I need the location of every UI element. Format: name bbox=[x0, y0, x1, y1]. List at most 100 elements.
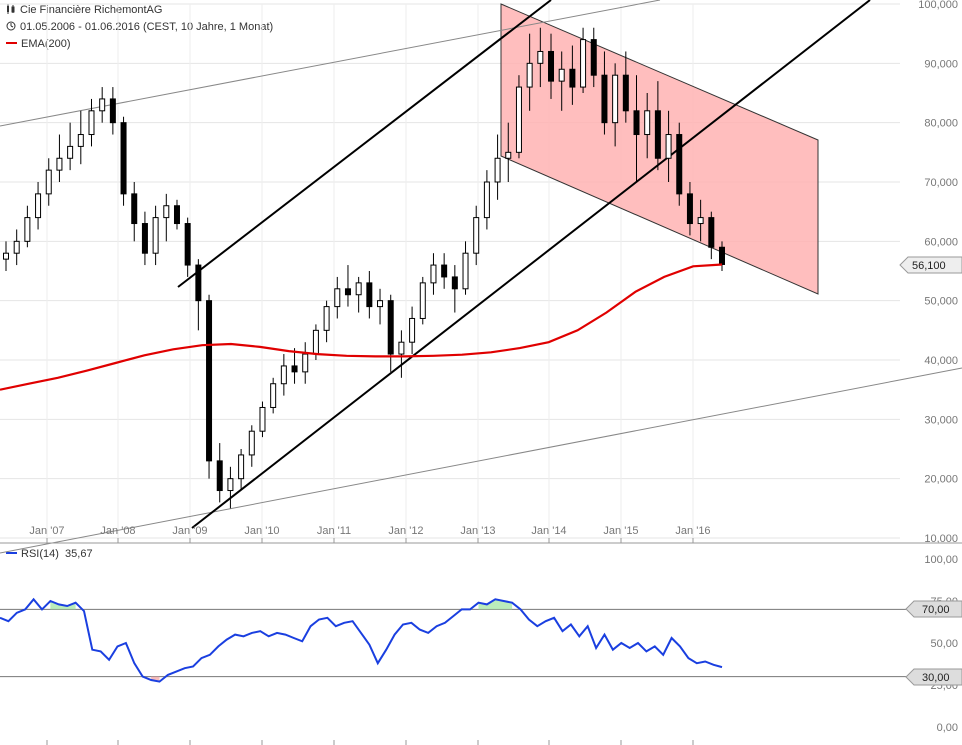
candle-body bbox=[120, 122, 127, 195]
candle-body bbox=[622, 74, 629, 112]
price-tick-label: 30,000 bbox=[924, 414, 958, 426]
candle-body bbox=[259, 406, 266, 432]
uptrend-upper-line bbox=[177, 0, 552, 288]
candle-body bbox=[633, 110, 640, 136]
candle-body bbox=[569, 68, 576, 88]
time-tick-label: Jan '14 bbox=[531, 525, 566, 537]
candle-body bbox=[686, 193, 693, 225]
candle-body bbox=[697, 217, 704, 225]
time-tick-label: Jan '08 bbox=[100, 525, 135, 537]
candle-body bbox=[398, 341, 405, 355]
candle-body bbox=[270, 383, 277, 408]
candle-body bbox=[441, 264, 448, 278]
time-tick-label: Jan '15 bbox=[603, 525, 638, 537]
candle-body bbox=[377, 300, 384, 308]
candle-body bbox=[334, 288, 341, 308]
range-text: 01.05.2006 - 01.06.2016 (CEST, 10 Jahre,… bbox=[20, 21, 274, 33]
candle-body bbox=[302, 353, 309, 373]
candle-body bbox=[56, 157, 63, 171]
candle-body bbox=[216, 460, 223, 492]
time-tick-label: Jan '13 bbox=[460, 525, 495, 537]
candle-body bbox=[88, 110, 95, 136]
candle-body bbox=[227, 478, 234, 492]
time-tick-label: Jan '07 bbox=[29, 525, 64, 537]
price-axis: 100,000 90,000 80,000 70,000 60,000 50,000 40,… bbox=[918, 0, 958, 545]
candle-body bbox=[77, 134, 84, 147]
candle-body bbox=[206, 300, 213, 462]
candle-body bbox=[344, 288, 351, 296]
candle-body bbox=[195, 264, 202, 302]
rsi-zone-fills bbox=[50, 599, 513, 682]
price-tick-label: 80,000 bbox=[924, 118, 958, 130]
candlesticks bbox=[3, 27, 725, 509]
rsi-line bbox=[0, 597, 723, 683]
candle-body bbox=[494, 157, 501, 183]
time-tick-label: Jan '11 bbox=[317, 525, 351, 537]
time-tick-label: Jan '12 bbox=[388, 525, 423, 537]
price-tick-label: 40,000 bbox=[924, 355, 958, 367]
ema-label: EMA(200) bbox=[21, 38, 71, 50]
price-tick-label: 90,000 bbox=[924, 58, 958, 70]
rsi-70-label: 70,00 bbox=[922, 604, 950, 616]
candle-body bbox=[291, 365, 298, 373]
candle-body bbox=[387, 300, 394, 355]
ema-swatch bbox=[6, 42, 17, 44]
candle-body bbox=[483, 181, 490, 219]
candle-body bbox=[409, 317, 416, 343]
candle-body bbox=[515, 86, 522, 153]
candle-body bbox=[473, 217, 480, 254]
candle-body bbox=[109, 98, 116, 124]
price-tick-label: 100,000 bbox=[918, 0, 958, 11]
rsi-value: 35,67 bbox=[65, 548, 93, 560]
price-tick-label: 20,000 bbox=[924, 474, 958, 486]
candle-body bbox=[141, 223, 148, 254]
time-axis: Jan '07 Jan '08 Jan '09 Jan '10 Jan '11 Jan '… bbox=[29, 525, 711, 543]
uptrend-lower-line bbox=[191, 0, 871, 529]
candle-body bbox=[67, 145, 74, 159]
candle-body bbox=[355, 282, 362, 296]
rsi-label: RSI(14) bbox=[21, 548, 59, 560]
rsi-70-tag: 70,00 bbox=[905, 600, 962, 618]
candle-body bbox=[248, 430, 255, 456]
candle-body bbox=[537, 50, 544, 64]
candle-body bbox=[238, 454, 245, 480]
candle-body bbox=[665, 134, 672, 159]
candlestick-icon bbox=[6, 4, 16, 14]
candle-body bbox=[366, 282, 373, 308]
time-tick-label: Jan '10 bbox=[244, 525, 279, 537]
rsi-30-label: 30,00 bbox=[922, 672, 950, 684]
candle-body bbox=[131, 193, 138, 225]
candle-body bbox=[163, 205, 170, 219]
candle-body bbox=[462, 252, 469, 290]
candle-body bbox=[173, 205, 180, 225]
candle-body bbox=[13, 240, 20, 254]
price-tick-label: 70,000 bbox=[924, 177, 958, 189]
candle-body bbox=[580, 39, 587, 88]
candle-body bbox=[280, 365, 287, 385]
candle-body bbox=[419, 282, 426, 319]
candle-body bbox=[601, 74, 608, 124]
candle-body bbox=[548, 50, 555, 82]
candle-body bbox=[505, 151, 512, 159]
candle-body bbox=[323, 306, 330, 331]
rsi-overbought-fill bbox=[50, 601, 76, 610]
rsi-grid bbox=[0, 608, 906, 745]
candle-body bbox=[719, 246, 725, 265]
candle-body bbox=[45, 169, 52, 195]
ema-legend[interactable]: EMA(200) bbox=[6, 38, 71, 50]
ema-200-line bbox=[0, 263, 723, 391]
time-tick-label: Jan '16 bbox=[675, 525, 710, 537]
candle-body bbox=[644, 110, 651, 136]
candle-body bbox=[99, 98, 106, 112]
rsi-swatch bbox=[6, 552, 17, 554]
date-range: 01.05.2006 - 01.06.2016 (CEST, 10 Jahre,… bbox=[6, 21, 273, 33]
lower-long-trendline bbox=[0, 367, 962, 554]
rsi-legend[interactable]: RSI(14) 35,67 bbox=[6, 548, 93, 560]
candle-body bbox=[676, 134, 683, 195]
candle-body bbox=[184, 223, 191, 266]
candle-body bbox=[24, 217, 31, 242]
price-tick-label: 50,000 bbox=[924, 296, 958, 308]
rsi-30-tag: 30,00 bbox=[905, 668, 962, 686]
